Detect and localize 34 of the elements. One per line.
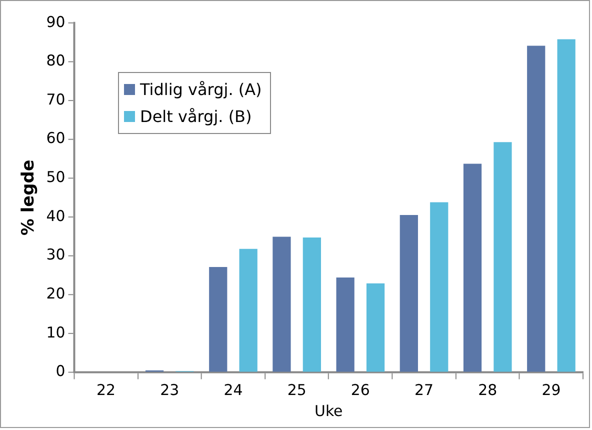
y-tick-label: 10 xyxy=(46,323,66,342)
x-tick-label: 29 xyxy=(542,381,561,400)
bar xyxy=(336,278,354,372)
bar xyxy=(527,46,546,372)
y-tick-label: 50 xyxy=(46,168,66,186)
y-tick-label: 60 xyxy=(46,129,66,148)
bar xyxy=(366,283,385,372)
bar xyxy=(494,142,512,372)
y-tick-label: 70 xyxy=(46,90,66,108)
bar xyxy=(209,267,228,372)
x-axis-title: Uke xyxy=(314,402,343,420)
bar xyxy=(400,215,418,372)
legend-label: Delt vårgj. (B) xyxy=(140,106,252,128)
x-tick-label: 26 xyxy=(350,381,370,400)
bar xyxy=(302,238,321,372)
y-tick-label: 0 xyxy=(56,362,66,380)
x-tick-label: 24 xyxy=(224,381,243,400)
x-tick-label: 22 xyxy=(96,381,116,400)
x-tick-label: 28 xyxy=(478,381,498,400)
y-axis-title: % legde xyxy=(18,160,38,236)
bar xyxy=(463,164,482,372)
x-tick-label: 25 xyxy=(287,381,306,400)
y-tick-label: 20 xyxy=(46,284,66,302)
bar xyxy=(272,236,291,372)
bar xyxy=(239,248,258,372)
y-tick-label: 80 xyxy=(46,52,66,70)
y-tick-label: 40 xyxy=(46,206,66,225)
x-tick-label: 23 xyxy=(160,381,180,400)
y-tick-label: 30 xyxy=(46,246,66,264)
y-tick-label: 90 xyxy=(46,12,66,31)
x-tick-label: 27 xyxy=(414,381,434,400)
bar xyxy=(430,202,448,372)
bar xyxy=(557,39,576,372)
legend-label: Tidlig vårgj. (A) xyxy=(140,79,262,101)
